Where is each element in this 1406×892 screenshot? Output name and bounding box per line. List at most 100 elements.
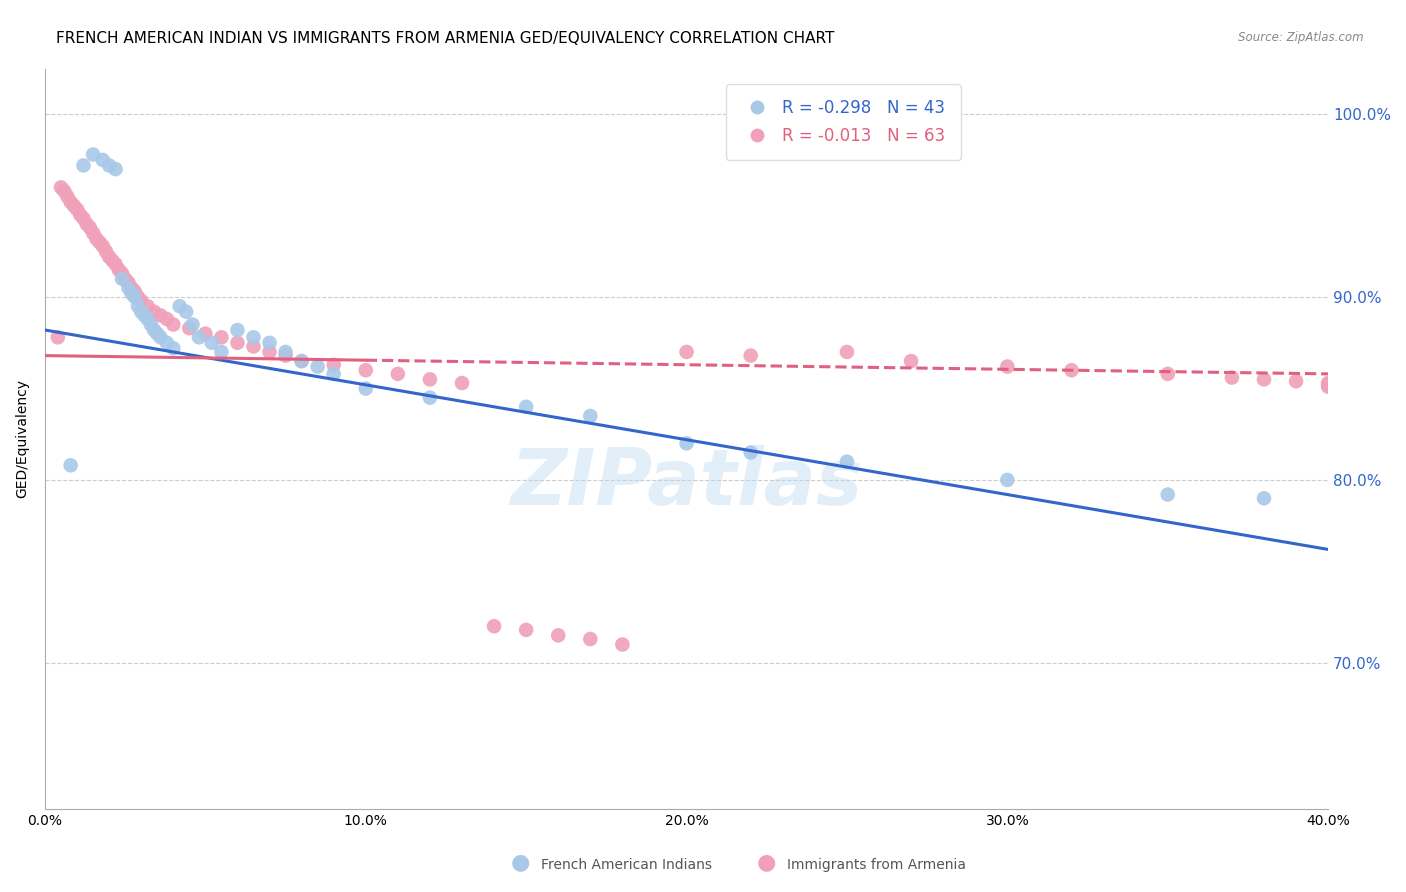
Point xyxy=(291,354,314,368)
Text: ●: ● xyxy=(510,853,530,872)
Point xyxy=(129,293,152,308)
Point xyxy=(46,330,69,344)
Point xyxy=(547,628,569,642)
Point xyxy=(149,330,172,344)
Point xyxy=(291,354,314,368)
Point xyxy=(143,304,166,318)
Point xyxy=(107,262,129,277)
Point xyxy=(49,180,72,194)
Point xyxy=(1253,491,1275,506)
Point xyxy=(91,239,114,253)
Point xyxy=(76,217,98,231)
Point xyxy=(181,318,204,332)
Point xyxy=(242,330,264,344)
Point xyxy=(114,272,136,286)
Point xyxy=(900,354,922,368)
Point xyxy=(612,638,634,652)
Point xyxy=(1220,370,1243,384)
Point xyxy=(740,445,762,459)
Point xyxy=(242,339,264,353)
Point xyxy=(307,359,329,374)
Point xyxy=(127,299,149,313)
Point xyxy=(136,299,159,313)
Point xyxy=(129,304,152,318)
Point xyxy=(98,158,121,172)
Point xyxy=(121,286,143,301)
Point xyxy=(104,162,127,177)
Point xyxy=(322,367,344,381)
Point xyxy=(387,367,409,381)
Point xyxy=(149,309,172,323)
Point xyxy=(1157,367,1180,381)
Text: FRENCH AMERICAN INDIAN VS IMMIGRANTS FROM ARMENIA GED/EQUIVALENCY CORRELATION CH: FRENCH AMERICAN INDIAN VS IMMIGRANTS FRO… xyxy=(56,31,835,46)
Point xyxy=(194,326,217,341)
Point xyxy=(82,226,104,240)
Point xyxy=(451,376,474,390)
Point xyxy=(1157,487,1180,501)
Point xyxy=(82,147,104,161)
Point xyxy=(94,244,117,259)
Point xyxy=(117,281,139,295)
Point xyxy=(1285,374,1308,388)
Point xyxy=(226,335,249,350)
Point xyxy=(419,372,441,386)
Point xyxy=(169,299,191,313)
Point xyxy=(162,318,184,332)
Point xyxy=(59,458,82,473)
Point xyxy=(69,208,91,222)
Point xyxy=(1317,376,1340,390)
Point xyxy=(226,323,249,337)
Y-axis label: GED/Equivalency: GED/Equivalency xyxy=(15,379,30,499)
Point xyxy=(121,281,143,295)
Point xyxy=(835,455,858,469)
Legend: R = -0.298   N = 43, R = -0.013   N = 63: R = -0.298 N = 43, R = -0.013 N = 63 xyxy=(725,84,960,161)
Point xyxy=(139,318,162,332)
Point xyxy=(91,153,114,167)
Point xyxy=(675,436,697,450)
Point xyxy=(162,341,184,355)
Point xyxy=(72,158,94,172)
Point xyxy=(134,309,156,323)
Point xyxy=(59,194,82,209)
Point xyxy=(111,266,134,280)
Point xyxy=(579,632,602,646)
Point xyxy=(72,211,94,226)
Point xyxy=(124,285,146,299)
Point xyxy=(1060,363,1083,377)
Point xyxy=(515,400,537,414)
Point xyxy=(174,304,197,318)
Point xyxy=(354,363,377,377)
Text: ●: ● xyxy=(756,853,776,872)
Point xyxy=(322,358,344,372)
Point xyxy=(482,619,505,633)
Point xyxy=(995,473,1018,487)
Text: Source: ZipAtlas.com: Source: ZipAtlas.com xyxy=(1239,31,1364,45)
Point xyxy=(274,349,297,363)
Point xyxy=(515,623,537,637)
Point xyxy=(127,290,149,304)
Point xyxy=(53,184,76,198)
Point xyxy=(104,257,127,271)
Point xyxy=(179,321,201,335)
Text: ZIPatlas: ZIPatlas xyxy=(510,445,863,521)
Point xyxy=(1253,372,1275,386)
Point xyxy=(143,323,166,337)
Point xyxy=(101,253,124,268)
Point xyxy=(156,312,179,326)
Point xyxy=(740,349,762,363)
Point xyxy=(188,330,211,344)
Point xyxy=(1317,377,1340,392)
Point xyxy=(79,220,101,235)
Point xyxy=(419,391,441,405)
Point xyxy=(124,290,146,304)
Point xyxy=(995,359,1018,374)
Point xyxy=(209,345,232,359)
Point xyxy=(201,335,224,350)
Point xyxy=(117,276,139,290)
Point xyxy=(259,335,281,350)
Point xyxy=(156,335,179,350)
Point xyxy=(98,250,121,264)
Point xyxy=(835,345,858,359)
Point xyxy=(89,235,111,250)
Point xyxy=(66,202,89,217)
